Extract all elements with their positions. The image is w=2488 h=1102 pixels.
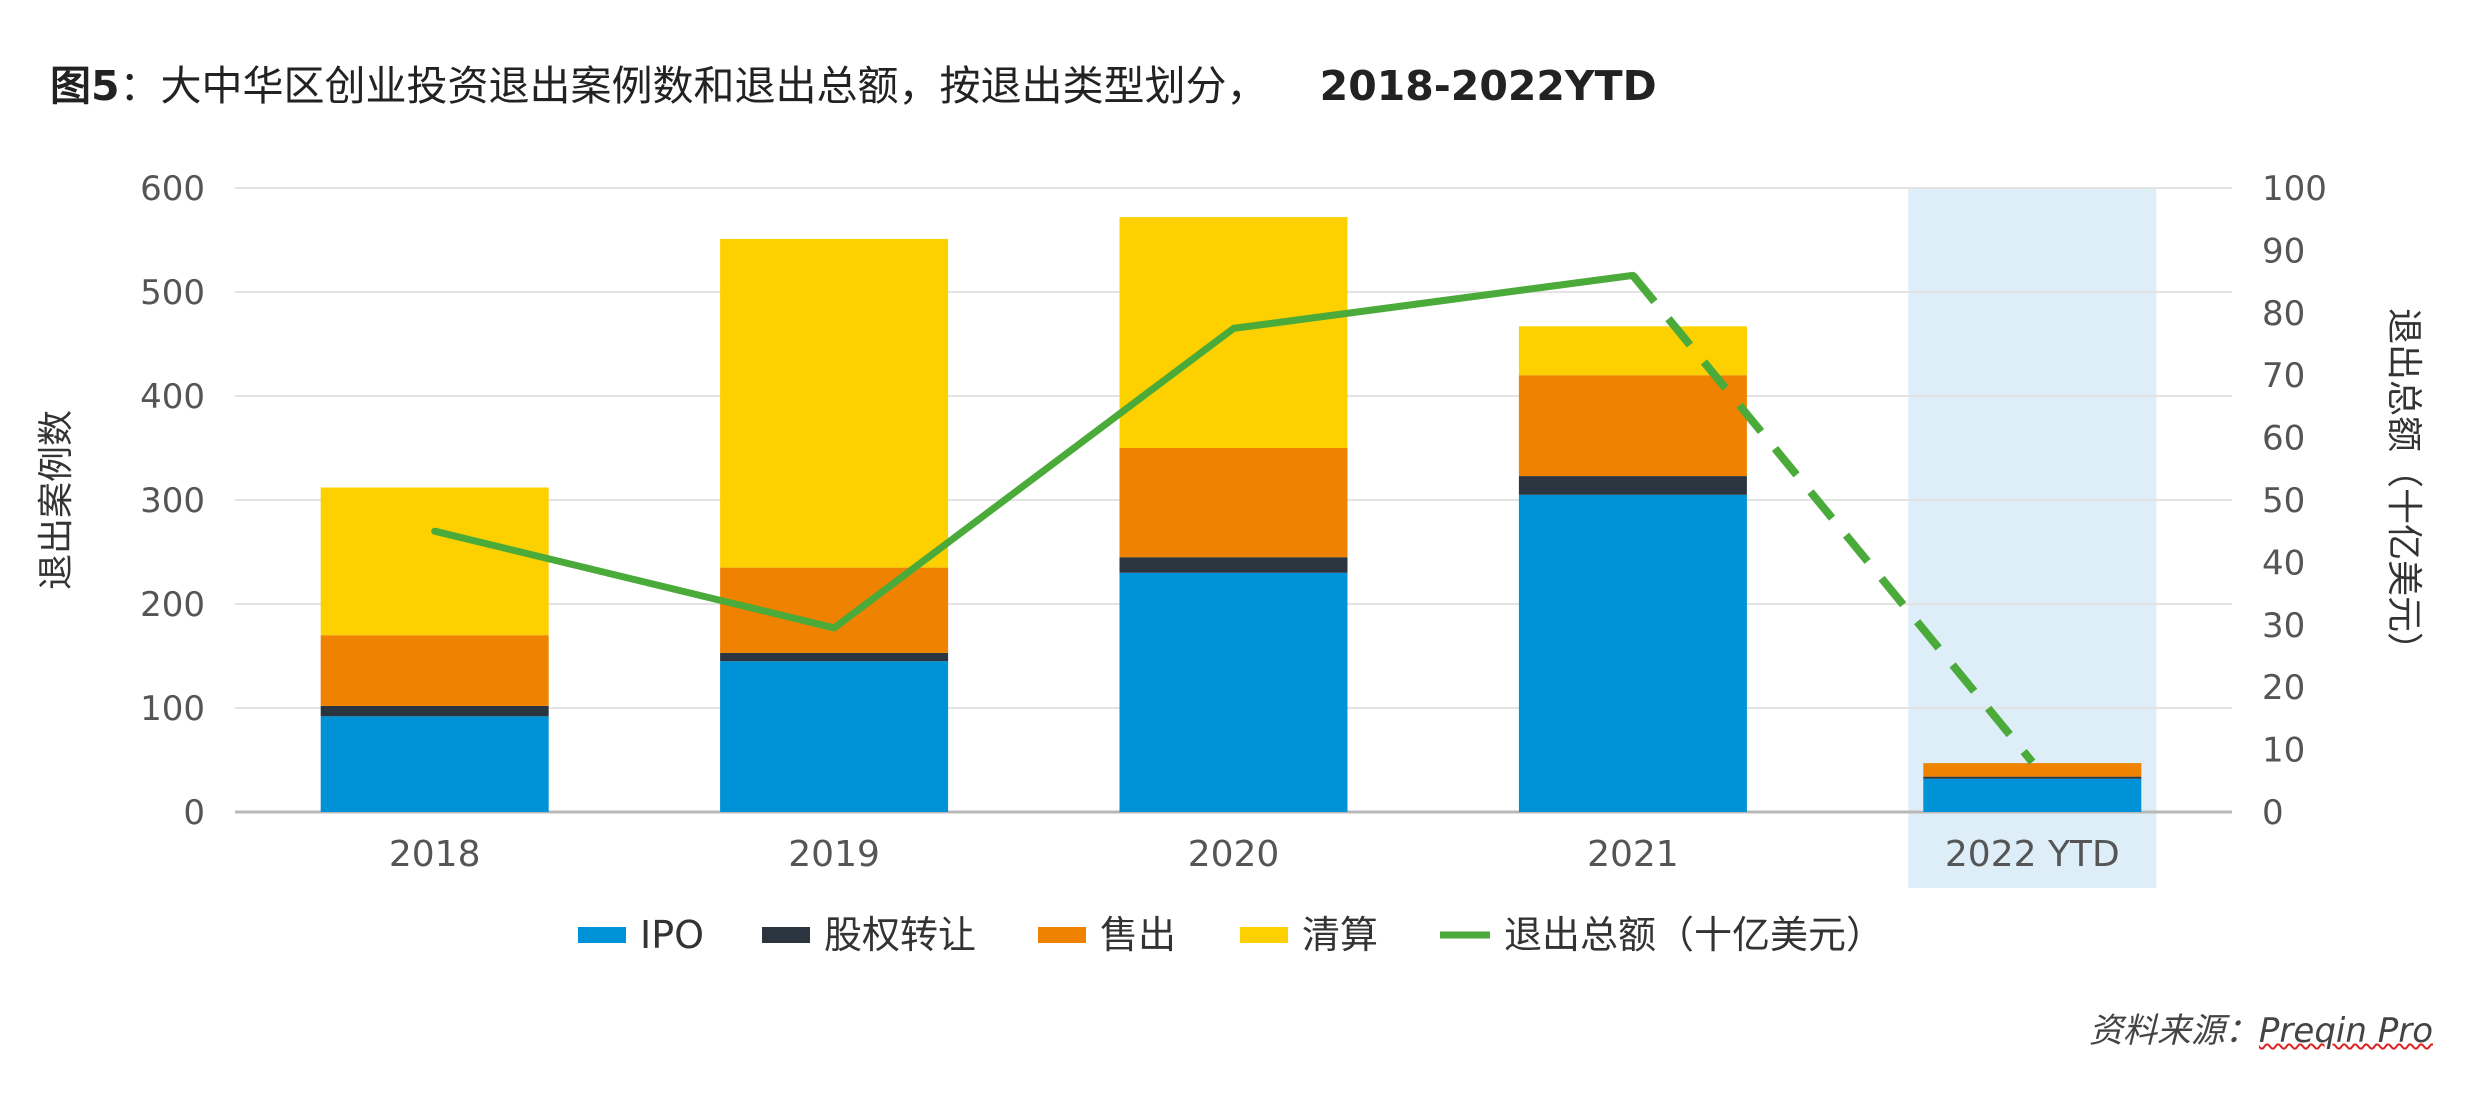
bar-segment (320, 716, 549, 812)
x-tick-label: 2020 (1188, 834, 1280, 875)
figure-title-text: ：大中华区创业投资退出案例数和退出总额，按退出类型划分， (119, 62, 1268, 110)
bar-segment (1518, 375, 1747, 477)
bar-segment (1119, 448, 1348, 558)
line-layer (431, 271, 2036, 765)
legend-swatch (578, 927, 626, 943)
bars-layer (320, 217, 2142, 812)
bar-segment (1518, 476, 1747, 495)
x-tick-label: 2021 (1587, 834, 1679, 875)
legend-label: 退出总额（十亿美元） (1504, 913, 1884, 957)
y-right-tick-label: 70 (2262, 356, 2305, 396)
y-axis-title: 退出案例数 (36, 410, 77, 590)
bar-segment (320, 635, 549, 706)
y-right-tick-label: 60 (2262, 419, 2305, 459)
legend-label: IPO (640, 913, 704, 957)
y-right-tick-label: 40 (2262, 543, 2305, 583)
x-tick-label: 2022 YTD (1945, 834, 2120, 875)
bar-segment (1923, 763, 2142, 777)
y-right-tick-label: 10 (2262, 731, 2305, 771)
y-tick-label: 100 (140, 689, 205, 729)
bar-segment (320, 487, 549, 636)
y-right-tick-label: 30 (2262, 606, 2305, 646)
y-right-tick-label: 0 (2262, 793, 2284, 833)
line-series-dashed (1629, 272, 2036, 765)
y-right-axis-title: 退出总额（十亿美元） (2383, 308, 2424, 668)
bar-segment (1518, 494, 1747, 812)
y-right-tick-label: 80 (2262, 294, 2305, 334)
source-note: 资料来源：Preqin Pro (2089, 1003, 2433, 1052)
source-brand: Preqin Pro (2258, 1011, 2433, 1051)
bar-segment (1923, 776, 2142, 779)
y-right-tick-label: 20 (2262, 668, 2305, 708)
bar-segment (1119, 572, 1348, 812)
source-prefix: 资料来源： (2088, 1011, 2259, 1051)
line-series-solid (431, 271, 1637, 632)
y-tick-label: 500 (140, 273, 205, 313)
y-tick-label: 600 (140, 169, 205, 209)
bar-segment (720, 238, 949, 568)
bar-segment (1119, 557, 1348, 573)
legend-label: 股权转让 (824, 913, 976, 957)
x-tick-label: 2019 (788, 834, 880, 875)
figure-label: 图5 (50, 62, 120, 110)
figure-title: 图5：大中华区创业投资退出案例数和退出总额，按退出类型划分， 2018-2022… (50, 52, 1657, 112)
legend-swatch (1038, 927, 1086, 943)
figure-period: 2018-2022YTD (1319, 62, 1657, 110)
bar-segment (720, 652, 949, 662)
y-right-tick-label: 50 (2262, 481, 2305, 521)
y-right-tick-label: 90 (2262, 231, 2305, 271)
legend-label: 清算 (1302, 913, 1378, 957)
y-tick-label: 400 (140, 377, 205, 417)
bar-segment (1923, 778, 2142, 812)
y-right-tick-label: 100 (2262, 169, 2327, 209)
y-tick-label: 300 (140, 481, 205, 521)
bar-segment (720, 661, 949, 812)
legend-label: 售出 (1100, 913, 1176, 957)
y-tick-label: 0 (183, 793, 205, 833)
x-tick-label: 2018 (389, 834, 481, 875)
axes-layer: 0 100 200 300 400 500 600 0 10 20 30 40 50 60 70 80 90 10… (36, 169, 2424, 875)
y-tick-label: 200 (140, 585, 205, 625)
bar-segment (320, 705, 549, 717)
legend-swatch (762, 927, 810, 943)
legend: IPO 股权转让 售出 清算 退出总额（十亿美元） (578, 913, 1884, 957)
legend-swatch (1240, 927, 1288, 943)
